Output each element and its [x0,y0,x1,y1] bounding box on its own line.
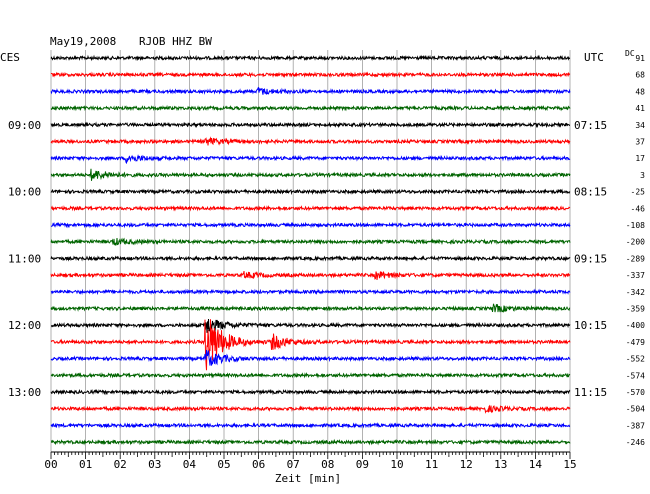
right-time-label: 09:15 [574,252,607,265]
x-tick-label: 12 [460,458,473,471]
trace-row [50,319,571,371]
dc-offset-label: 3 [640,171,645,180]
trace-row [50,168,571,181]
trace-row [50,54,571,62]
x-tick-label: 03 [148,458,161,471]
x-tick-label: 15 [563,458,576,471]
chart-title-station: RJOB HHZ BW [139,35,212,48]
x-tick-label: 08 [321,458,334,471]
x-tick-label: 07 [287,458,300,471]
x-tick-label: 11 [425,458,438,471]
trace-row [50,271,571,280]
dc-offset-label: 91 [635,54,645,63]
x-tick-label: 06 [252,458,265,471]
dc-offset-label: -46 [631,204,646,213]
trace-row [51,318,571,333]
left-time-label: 13:00 [8,386,41,399]
trace-row [50,288,571,296]
trace-row [50,221,571,229]
x-tick-label: 01 [79,458,92,471]
trace-row [50,303,571,313]
right-time-label: 08:15 [574,186,607,199]
left-time-label: 12:00 [8,319,41,332]
right-time-label: 10:15 [574,319,607,332]
x-tick-label: 10 [390,458,403,471]
dc-offset-label: -570 [626,388,645,397]
time-labels: 91 68 48 41 34 37 17 3 -25 -46 -108 -200 -289 -337 -34… [8,54,645,447]
trace-row [50,438,571,446]
left-time-label: 10:00 [8,186,41,199]
right-time-label: 11:15 [574,386,607,399]
x-tick-label: 04 [183,458,197,471]
x-axis-label: Zeit [min] [275,472,341,485]
dc-offset-label: 34 [635,121,645,130]
dc-offset-label: 68 [635,71,645,80]
x-tick-label: 00 [44,458,57,471]
dc-offset-label: -342 [626,288,645,297]
trace-row [50,188,571,196]
trace-row [50,136,571,146]
dc-offset-label: -108 [626,221,645,230]
right-time-label: 07:15 [574,119,607,132]
trace-row [50,104,571,112]
dc-offset-label: 41 [635,104,645,113]
trace-row [50,237,571,246]
dc-offset-label: 17 [635,154,645,163]
trace-row [50,86,571,95]
left-timezone-label: CES [0,51,20,64]
x-tick-label: 05 [217,458,230,471]
trace-rows [50,54,571,446]
trace-row [51,204,571,212]
x-axis: 00 01 02 03 04 05 06 07 08 09 10 11 12 13 14 15 [44,451,577,471]
dc-offset-label: 37 [635,138,645,147]
left-time-label: 11:00 [8,252,41,265]
dc-offset-label: -246 [626,438,645,447]
trace-row [50,371,571,379]
dc-offset-label: -25 [631,188,646,197]
dc-header-label: DC [625,49,635,58]
grid-lines [50,50,571,452]
trace-row [50,255,571,262]
dc-offset-label: -479 [626,338,645,347]
x-tick-label: 14 [529,458,543,471]
dc-offset-label: -200 [626,238,645,247]
x-tick-label: 02 [114,458,127,471]
dc-offset-label: -387 [626,421,645,430]
dc-offset-label: -337 [626,271,645,280]
dc-offset-label: -359 [626,305,645,314]
x-tick-label: 13 [494,458,507,471]
dc-offset-label: -504 [626,405,645,414]
dc-offset-label: 48 [635,87,645,96]
trace-row [50,388,571,396]
dc-offset-label: -289 [626,254,645,263]
trace-row [50,71,571,79]
trace-row [50,404,571,414]
dc-offset-label: -400 [626,321,645,330]
trace-row [50,422,571,429]
chart-title-date: May19,2008 [50,35,116,48]
dc-offset-label: -552 [626,355,645,364]
trace-row [50,154,571,165]
dc-offset-label: -574 [626,371,645,380]
x-tick-label: 09 [356,458,369,471]
trace-row [50,121,570,129]
trace-row [50,349,571,366]
left-time-label: 09:00 [8,119,41,132]
right-timezone-label: UTC [584,51,604,64]
